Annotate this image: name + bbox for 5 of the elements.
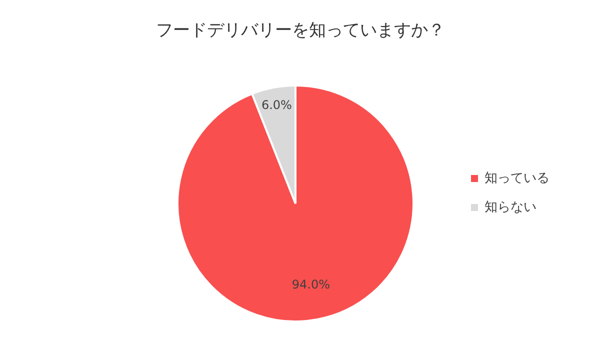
legend-label: 知らない [484, 200, 536, 215]
chart-title: フードデリバリーを知っていますか？ [156, 20, 445, 40]
data-label: 94.0% [292, 278, 330, 292]
data-label: 6.0% [261, 98, 292, 112]
legend-label: 知っている [484, 171, 550, 186]
